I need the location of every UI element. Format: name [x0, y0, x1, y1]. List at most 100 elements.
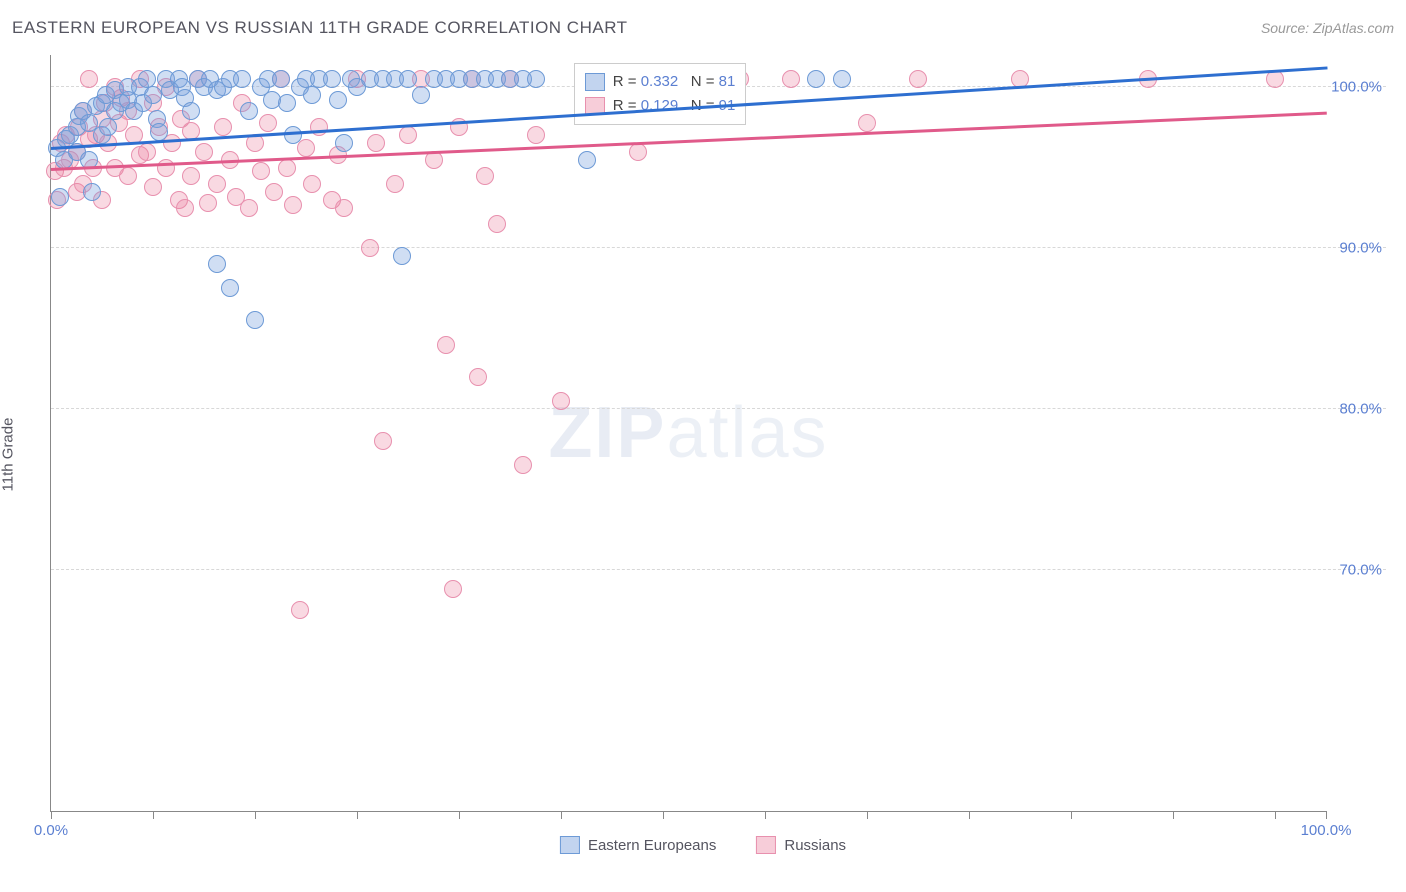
data-point: [909, 70, 927, 88]
data-point: [284, 196, 302, 214]
data-point: [578, 151, 596, 169]
data-point: [221, 279, 239, 297]
data-point: [386, 175, 404, 193]
data-point: [335, 199, 353, 217]
data-point: [399, 70, 417, 88]
data-point: [214, 118, 232, 136]
data-point: [374, 432, 392, 450]
data-point: [199, 194, 217, 212]
data-point: [303, 86, 321, 104]
x-tick: [663, 811, 664, 819]
data-point: [527, 70, 545, 88]
data-point: [476, 167, 494, 185]
data-point: [335, 134, 353, 152]
data-point: [552, 392, 570, 410]
data-point: [144, 86, 162, 104]
data-point: [329, 91, 347, 109]
x-tick: [969, 811, 970, 819]
data-point: [265, 183, 283, 201]
data-point: [83, 183, 101, 201]
data-point: [303, 175, 321, 193]
legend-row: R = 0.332 N = 81: [585, 70, 736, 94]
x-tick: [561, 811, 562, 819]
gridline-h: [51, 408, 1386, 409]
source-text: Source: ZipAtlas.com: [1261, 20, 1394, 36]
data-point: [157, 159, 175, 177]
data-point: [240, 199, 258, 217]
y-tick-label: 80.0%: [1339, 400, 1382, 417]
data-point: [833, 70, 851, 88]
data-point: [807, 70, 825, 88]
legend-swatch: [756, 836, 776, 854]
gridline-h: [51, 247, 1386, 248]
x-tick: [153, 811, 154, 819]
x-tick: [1326, 811, 1327, 819]
data-point: [51, 188, 69, 206]
x-tick: [1275, 811, 1276, 819]
gridline-h: [51, 569, 1386, 570]
legend-label: Russians: [784, 837, 846, 854]
legend-label: Eastern Europeans: [588, 837, 716, 854]
y-tick-label: 100.0%: [1331, 79, 1382, 96]
data-point: [246, 134, 264, 152]
data-point: [278, 94, 296, 112]
data-point: [629, 143, 647, 161]
chart-header: EASTERN EUROPEAN VS RUSSIAN 11TH GRADE C…: [12, 18, 1394, 38]
data-point: [195, 143, 213, 161]
data-point: [233, 70, 251, 88]
data-point: [182, 102, 200, 120]
x-tick-label: 0.0%: [34, 822, 68, 839]
data-point: [444, 580, 462, 598]
data-point: [367, 134, 385, 152]
legend-item: Eastern Europeans: [560, 836, 716, 854]
data-point: [252, 162, 270, 180]
data-point: [246, 311, 264, 329]
legend-item: Russians: [756, 836, 846, 854]
data-point: [284, 126, 302, 144]
data-point: [272, 70, 290, 88]
x-tick-label: 100.0%: [1301, 822, 1352, 839]
data-point: [323, 70, 341, 88]
data-point: [297, 139, 315, 157]
y-tick-label: 90.0%: [1339, 240, 1382, 257]
data-point: [782, 70, 800, 88]
data-point: [469, 368, 487, 386]
data-point: [437, 336, 455, 354]
data-point: [412, 86, 430, 104]
data-point: [858, 114, 876, 132]
data-point: [150, 123, 168, 141]
x-tick: [765, 811, 766, 819]
data-point: [182, 167, 200, 185]
x-tick: [1071, 811, 1072, 819]
data-point: [259, 114, 277, 132]
data-point: [514, 456, 532, 474]
data-point: [361, 239, 379, 257]
y-axis-label: 11th Grade: [0, 418, 17, 492]
data-point: [208, 175, 226, 193]
x-tick: [867, 811, 868, 819]
legend-swatch: [560, 836, 580, 854]
watermark-atlas: atlas: [666, 393, 828, 473]
data-point: [291, 601, 309, 619]
data-point: [240, 102, 258, 120]
x-tick: [1173, 811, 1174, 819]
y-tick-label: 70.0%: [1339, 561, 1382, 578]
legend-swatch: [585, 73, 605, 91]
legend-text: R = 0.332 N = 81: [613, 70, 736, 94]
data-point: [393, 247, 411, 265]
data-point: [176, 199, 194, 217]
data-point: [310, 118, 328, 136]
watermark: ZIPatlas: [548, 392, 828, 474]
data-point: [144, 178, 162, 196]
x-tick: [357, 811, 358, 819]
data-point: [80, 70, 98, 88]
bottom-legend: Eastern Europeans Russians: [560, 836, 846, 854]
data-point: [138, 143, 156, 161]
data-point: [278, 159, 296, 177]
data-point: [208, 255, 226, 273]
data-point: [119, 167, 137, 185]
x-tick: [51, 811, 52, 819]
chart-title: EASTERN EUROPEAN VS RUSSIAN 11TH GRADE C…: [12, 18, 628, 38]
x-tick: [255, 811, 256, 819]
data-point: [527, 126, 545, 144]
